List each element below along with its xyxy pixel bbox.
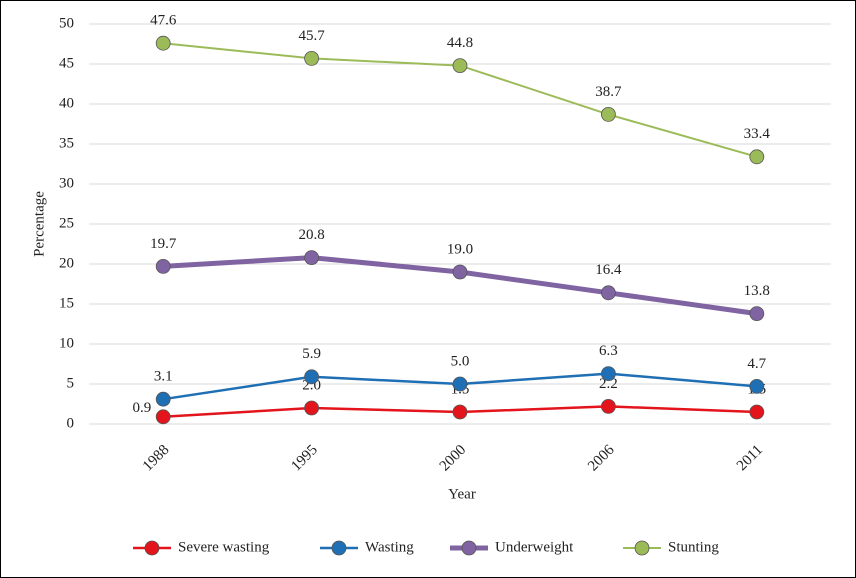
legend-label: Wasting — [365, 539, 414, 555]
legend-label: Stunting — [668, 539, 719, 555]
y-tick-label: 20 — [59, 255, 74, 271]
point — [155, 409, 171, 425]
point — [304, 400, 320, 416]
data-label: 5.9 — [302, 346, 321, 362]
point — [601, 366, 616, 382]
x-axis-label: Year — [448, 486, 476, 502]
legend-marker — [461, 540, 477, 556]
y-tick-label: 15 — [59, 295, 74, 311]
point — [155, 391, 171, 407]
point — [304, 369, 320, 385]
data-label: 4.7 — [747, 356, 766, 372]
y-tick-label: 10 — [59, 335, 74, 351]
data-label: 6.3 — [599, 343, 618, 359]
legend-label: Severe wasting — [178, 539, 270, 555]
point — [155, 258, 171, 274]
data-label: 19.7 — [150, 236, 177, 252]
point — [155, 35, 171, 51]
point — [452, 264, 468, 280]
point — [749, 378, 765, 394]
legend-marker — [634, 540, 650, 556]
y-tick-label: 40 — [59, 95, 74, 111]
data-label: 13.8 — [744, 283, 770, 299]
y-tick-label: 0 — [67, 415, 75, 431]
point — [749, 306, 765, 322]
data-label: 3.1 — [154, 369, 173, 385]
legend-label: Underweight — [495, 539, 574, 555]
y-tick-label: 25 — [59, 215, 74, 231]
data-label: 33.4 — [744, 126, 771, 142]
data-label: 16.4 — [595, 262, 622, 278]
point — [452, 58, 468, 73]
point — [749, 404, 765, 420]
data-label: 19.0 — [447, 241, 473, 257]
point — [304, 51, 320, 66]
data-label: 47.6 — [150, 13, 177, 29]
y-tick-label: 45 — [59, 55, 74, 71]
legend-marker — [144, 540, 160, 556]
point — [452, 376, 468, 392]
data-label: 5.0 — [451, 353, 470, 369]
data-label: 0.9 — [132, 400, 151, 416]
data-label: 44.8 — [447, 35, 473, 51]
y-tick-label: 35 — [59, 135, 74, 151]
y-tick-label: 50 — [59, 15, 74, 31]
y-axis-label: Percentage — [31, 191, 47, 257]
point — [304, 250, 320, 266]
data-label: 38.7 — [595, 84, 622, 100]
data-label: 2.2 — [599, 376, 618, 392]
point — [601, 398, 616, 414]
point — [749, 149, 765, 165]
legend-marker — [331, 540, 347, 556]
point — [601, 107, 616, 122]
point — [452, 404, 468, 420]
y-tick-label: 30 — [59, 175, 74, 191]
data-label: 45.7 — [298, 28, 325, 44]
point — [601, 285, 616, 301]
data-label: 20.8 — [298, 227, 324, 243]
y-tick-label: 5 — [67, 375, 75, 391]
